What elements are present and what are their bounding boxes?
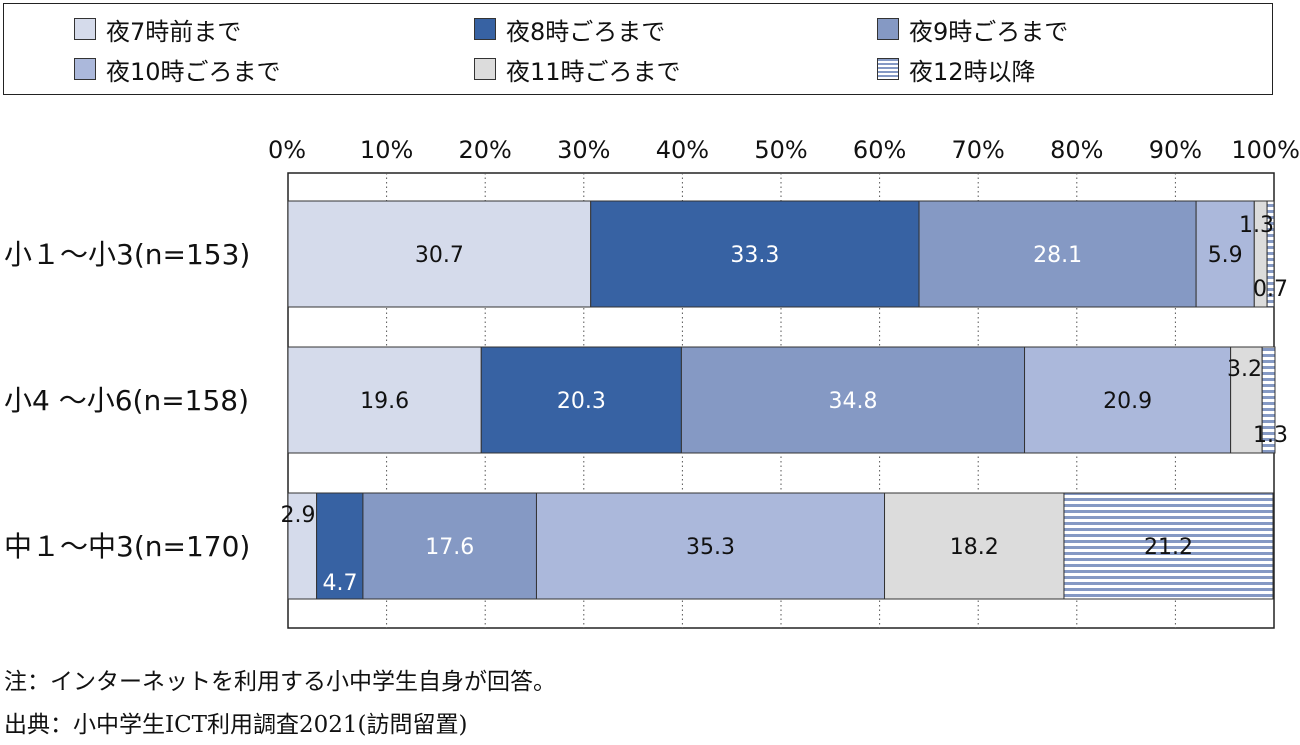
legend-label: 夜12時以降 [909, 57, 1036, 86]
bar-segment [680, 346, 1026, 454]
x-tick-label: 70% [952, 136, 1005, 164]
value-label: 19.6 [360, 389, 409, 414]
x-tick-label: 80% [1050, 136, 1103, 164]
legend-swatch [474, 58, 496, 80]
bar-segment [316, 492, 364, 600]
category-label: 小4 ～小6(n=158) [4, 384, 249, 417]
value-label: 35.3 [686, 535, 735, 560]
category-label: 小１～小3(n=153) [4, 238, 250, 271]
value-label: 2.9 [281, 503, 316, 528]
value-label: 21.2 [1144, 535, 1193, 560]
legend-swatch [74, 58, 96, 80]
category-label: 中１～中3(n=170) [4, 530, 250, 563]
value-label: 34.8 [828, 389, 877, 414]
legend-label: 夜7時前まで [106, 17, 242, 46]
footnote: 注：インターネットを利用する小中学生自身が回答。 [4, 669, 556, 695]
x-tick-label: 30% [557, 136, 610, 164]
legend-item: 夜9時ごろまで [877, 14, 1069, 46]
legend-swatch [877, 58, 899, 80]
value-label: 20.9 [1103, 389, 1152, 414]
x-tick-label: 0% [268, 136, 306, 164]
bar-segment [362, 492, 537, 600]
legend-swatch [74, 18, 96, 40]
bar-segment [287, 200, 592, 308]
bar-segment [1266, 200, 1275, 308]
x-tick-label: 60% [853, 136, 906, 164]
value-label: 33.3 [730, 243, 779, 268]
legend-label: 夜11時ごろまで [506, 57, 681, 86]
bar-segment [590, 200, 920, 308]
x-tick-label: 50% [754, 136, 807, 164]
bar-segment [1261, 346, 1276, 454]
x-tick-label: 10% [360, 136, 413, 164]
value-label: 4.7 [323, 571, 358, 596]
value-label: 18.2 [950, 535, 999, 560]
value-label: 20.3 [557, 389, 606, 414]
stacked-bar-chart: 0% 10% 20% 30% 40% 50% 60% 70% 80% 90% 100% 小１～小3(n… [4, 136, 1300, 629]
bar-segment [1024, 346, 1232, 454]
bar-segment [918, 200, 1197, 308]
legend-swatch [877, 18, 899, 40]
bar-segment [1195, 200, 1255, 308]
bar-segment [535, 492, 886, 600]
bar-segment [884, 492, 1065, 600]
legend-label: 夜10時ごろまで [106, 57, 281, 86]
x-tick-label: 90% [1149, 136, 1202, 164]
legend-swatch [474, 18, 496, 40]
legend-item: 夜11時ごろまで [474, 54, 681, 86]
x-tick-label: 100% [1231, 136, 1300, 164]
value-label: 1.3 [1239, 213, 1274, 238]
legend-item: 夜7時前まで [74, 14, 242, 46]
bar-segment [1063, 492, 1274, 600]
legend-label: 夜8時ごろまで [506, 17, 666, 46]
value-label: 5.9 [1208, 243, 1243, 268]
legend-item: 夜10時ごろまで [74, 54, 281, 86]
value-label: 1.3 [1253, 423, 1288, 448]
value-label: 30.7 [415, 243, 464, 268]
legend-label: 夜9時ごろまで [909, 17, 1069, 46]
source-note: 出典：小中学生ICT利用調査2021(訪問留置) [4, 712, 468, 738]
legend-item: 夜8時ごろまで [474, 14, 666, 46]
value-label: 3.2 [1227, 357, 1262, 382]
value-label: 0.7 [1253, 277, 1288, 302]
value-label: 28.1 [1033, 243, 1082, 268]
x-tick-label: 40% [656, 136, 709, 164]
value-label: 17.6 [425, 535, 474, 560]
x-tick-label: 20% [459, 136, 512, 164]
legend-item: 夜12時以降 [877, 54, 1036, 86]
legend: 夜7時前まで 夜8時ごろまで 夜9時ごろまで夜10時ごろまで 夜11時ごろまで 夜12時… [3, 3, 1273, 95]
